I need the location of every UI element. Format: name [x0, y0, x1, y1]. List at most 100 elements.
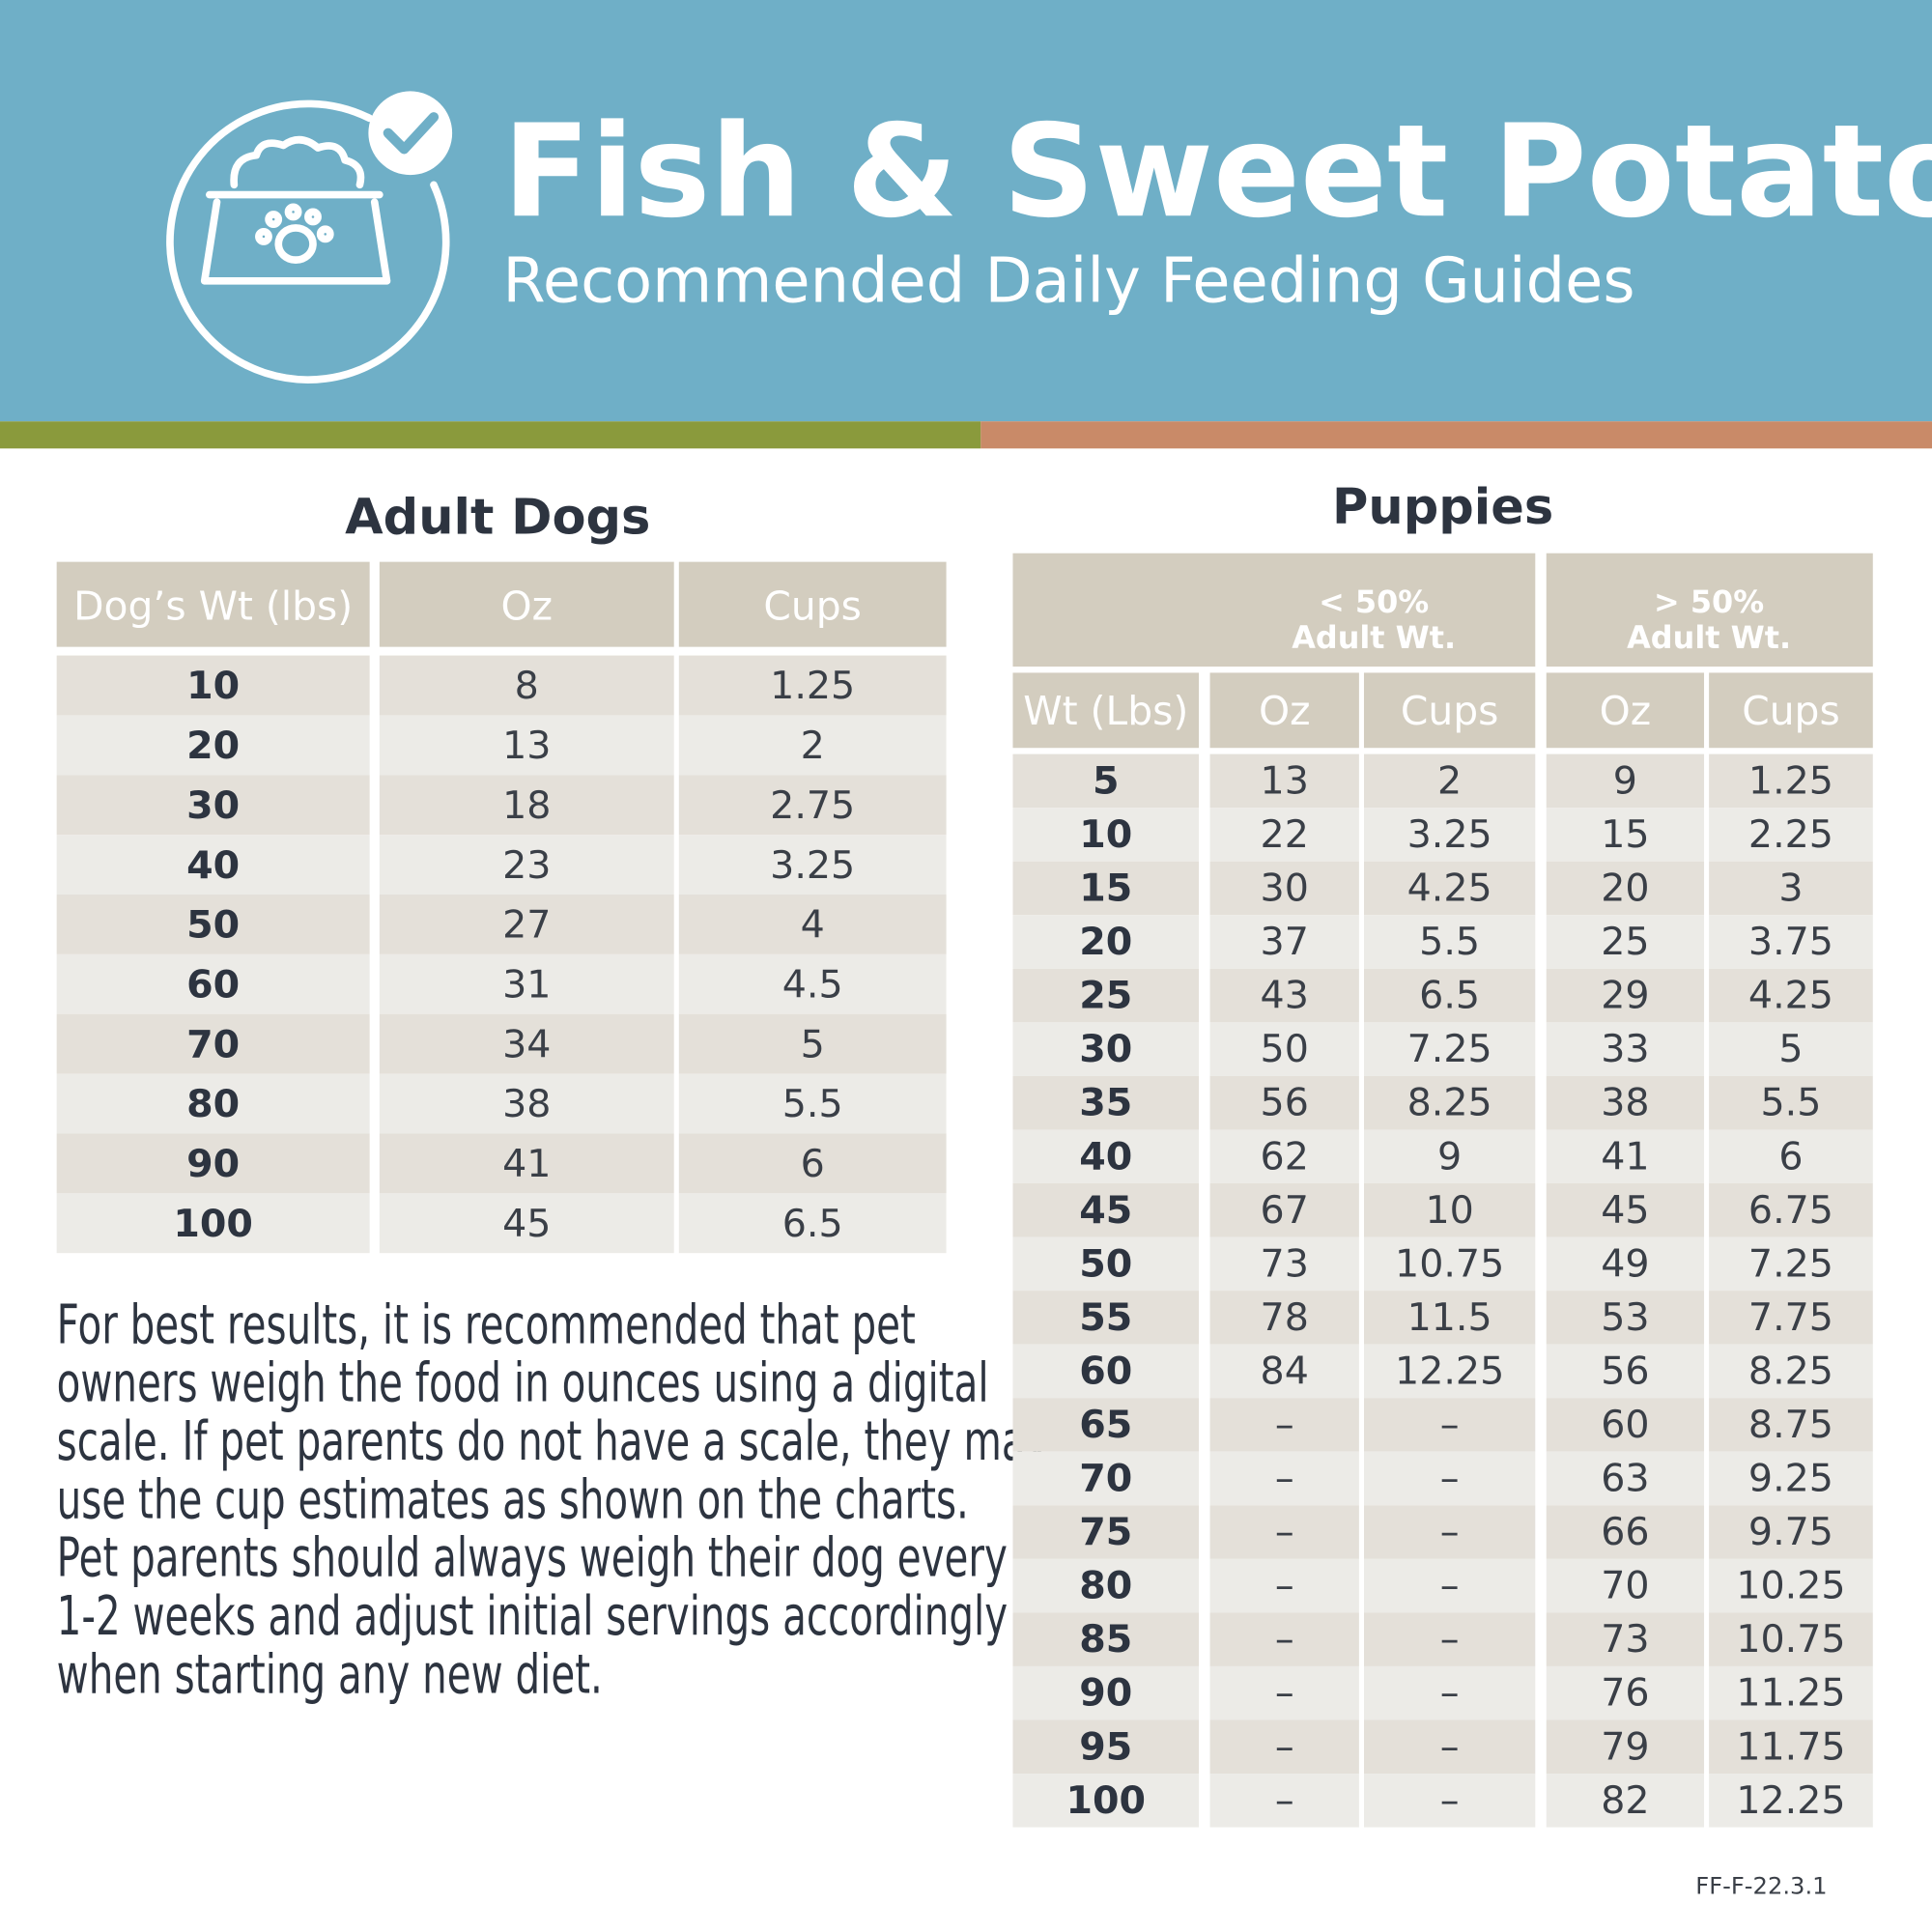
row-cell: [1546, 1291, 1705, 1345]
row-cell: [1546, 1612, 1705, 1666]
cell-text: 53: [1601, 1295, 1649, 1340]
cell-text: 8.25: [1748, 1349, 1833, 1393]
row-cell: [1546, 1022, 1705, 1076]
cell-text: 23: [502, 843, 551, 888]
row-cell: [1546, 1665, 1705, 1720]
row-cell: [1546, 1398, 1705, 1452]
header-cell: [1012, 672, 1200, 749]
row-cell: [678, 835, 947, 895]
row-cell: [379, 895, 674, 954]
row-cell: [1363, 1075, 1536, 1130]
row-cell: [1012, 808, 1200, 862]
cell-text: 80: [186, 1082, 240, 1126]
cell-text: 60: [1079, 1349, 1132, 1393]
column-header: Oz: [1600, 688, 1652, 734]
row-cell: [1012, 1665, 1200, 1720]
column-header: Cups: [763, 583, 861, 630]
cell-text: –: [1275, 1510, 1294, 1554]
cell-text: 37: [1261, 920, 1309, 964]
row-cell: [1209, 1451, 1359, 1506]
row-cell: [1709, 915, 1873, 969]
cell-text: 31: [502, 963, 551, 1008]
code: FF-F-22.3.1: [1695, 1872, 1827, 1899]
row-cell: [1209, 1558, 1359, 1613]
column-header: Dog’s Wt (lbs): [73, 583, 353, 630]
cell-text: 7.25: [1407, 1027, 1492, 1071]
row-cell: [1209, 1344, 1359, 1399]
cell-text: 40: [1079, 1134, 1132, 1179]
row-cell: [1363, 1451, 1536, 1506]
row-cell: [1012, 1236, 1200, 1292]
row-cell: [1546, 1183, 1705, 1237]
title: Fish & Sweet Potato: [502, 98, 1932, 246]
row-cell: [1209, 808, 1359, 862]
row-cell: [1012, 968, 1200, 1023]
row-cell: [1546, 1558, 1705, 1613]
cell-text: 13: [1261, 758, 1309, 803]
cell-text: 100: [1066, 1778, 1147, 1823]
cell-text: 5.5: [782, 1082, 843, 1126]
row-cell: [56, 655, 370, 716]
row-cell: [1709, 1291, 1873, 1345]
row-cell: [379, 1133, 674, 1194]
row-cell: [1363, 1505, 1536, 1559]
cell-text: 7.25: [1748, 1241, 1833, 1286]
cell-text: 62: [1261, 1134, 1309, 1179]
cell-text: 3.25: [770, 843, 855, 888]
row-cell: [1546, 1129, 1705, 1183]
row-cell: [1012, 1612, 1200, 1666]
cell-text: 25: [1601, 920, 1649, 964]
note-line: when starting any new diet.: [57, 1643, 603, 1706]
row-cell: [1012, 753, 1200, 809]
row-cell: [56, 715, 370, 776]
cell-text: 12.25: [1395, 1349, 1504, 1393]
row-cell: [1209, 1612, 1359, 1666]
row-cell: [1209, 1774, 1359, 1828]
cell-text: –: [1275, 1457, 1294, 1501]
header-cell: [1709, 672, 1873, 749]
row-cell: [1709, 1719, 1873, 1775]
row-cell: [1709, 968, 1873, 1023]
cell-text: 100: [173, 1202, 253, 1246]
cell-text: 43: [1261, 974, 1309, 1018]
cell-text: 40: [186, 843, 240, 888]
row-cell: [1363, 1558, 1536, 1613]
cell-text: 50: [1261, 1027, 1309, 1071]
cell-text: 2.75: [770, 783, 855, 828]
row-cell: [678, 1073, 947, 1134]
row-cell: [56, 895, 370, 954]
row-cell: [1546, 808, 1705, 862]
cell-text: 56: [1261, 1081, 1309, 1125]
cell-text: 45: [1079, 1188, 1132, 1233]
cell-text: 45: [1601, 1188, 1649, 1233]
row-cell: [1209, 1075, 1359, 1130]
row-cell: [379, 1193, 674, 1254]
cell-text: –: [1440, 1403, 1460, 1447]
row-cell: [1709, 1558, 1873, 1613]
cell-text: 73: [1601, 1617, 1649, 1662]
cell-text: 29: [1601, 974, 1649, 1018]
cell-text: 6: [801, 1142, 825, 1186]
cell-text: 11.5: [1407, 1295, 1492, 1340]
cell-text: 10.25: [1736, 1564, 1845, 1608]
row-cell: [1363, 1612, 1536, 1666]
cell-text: 80: [1079, 1564, 1132, 1608]
cell-text: 6: [1778, 1134, 1803, 1179]
cell-text: 15: [1601, 812, 1649, 857]
cell-text: 10.75: [1395, 1241, 1504, 1286]
header-cell: [1363, 672, 1536, 749]
row-cell: [1363, 1665, 1536, 1720]
cell-text: 2.25: [1748, 812, 1833, 857]
note-line: Pet parents should always weigh their do…: [57, 1526, 1008, 1589]
row-cell: [1546, 968, 1705, 1023]
row-cell: [1209, 1129, 1359, 1183]
cell-text: 49: [1601, 1241, 1649, 1286]
column-header: Cups: [1742, 688, 1840, 734]
stripe-green: [0, 421, 981, 449]
cell-text: 2: [801, 724, 825, 768]
cell-text: 56: [1601, 1349, 1649, 1393]
row-cell: [1012, 1398, 1200, 1452]
cell-text: 11.25: [1736, 1671, 1845, 1716]
cell-text: 6.5: [1419, 974, 1480, 1018]
row-cell: [379, 715, 674, 776]
